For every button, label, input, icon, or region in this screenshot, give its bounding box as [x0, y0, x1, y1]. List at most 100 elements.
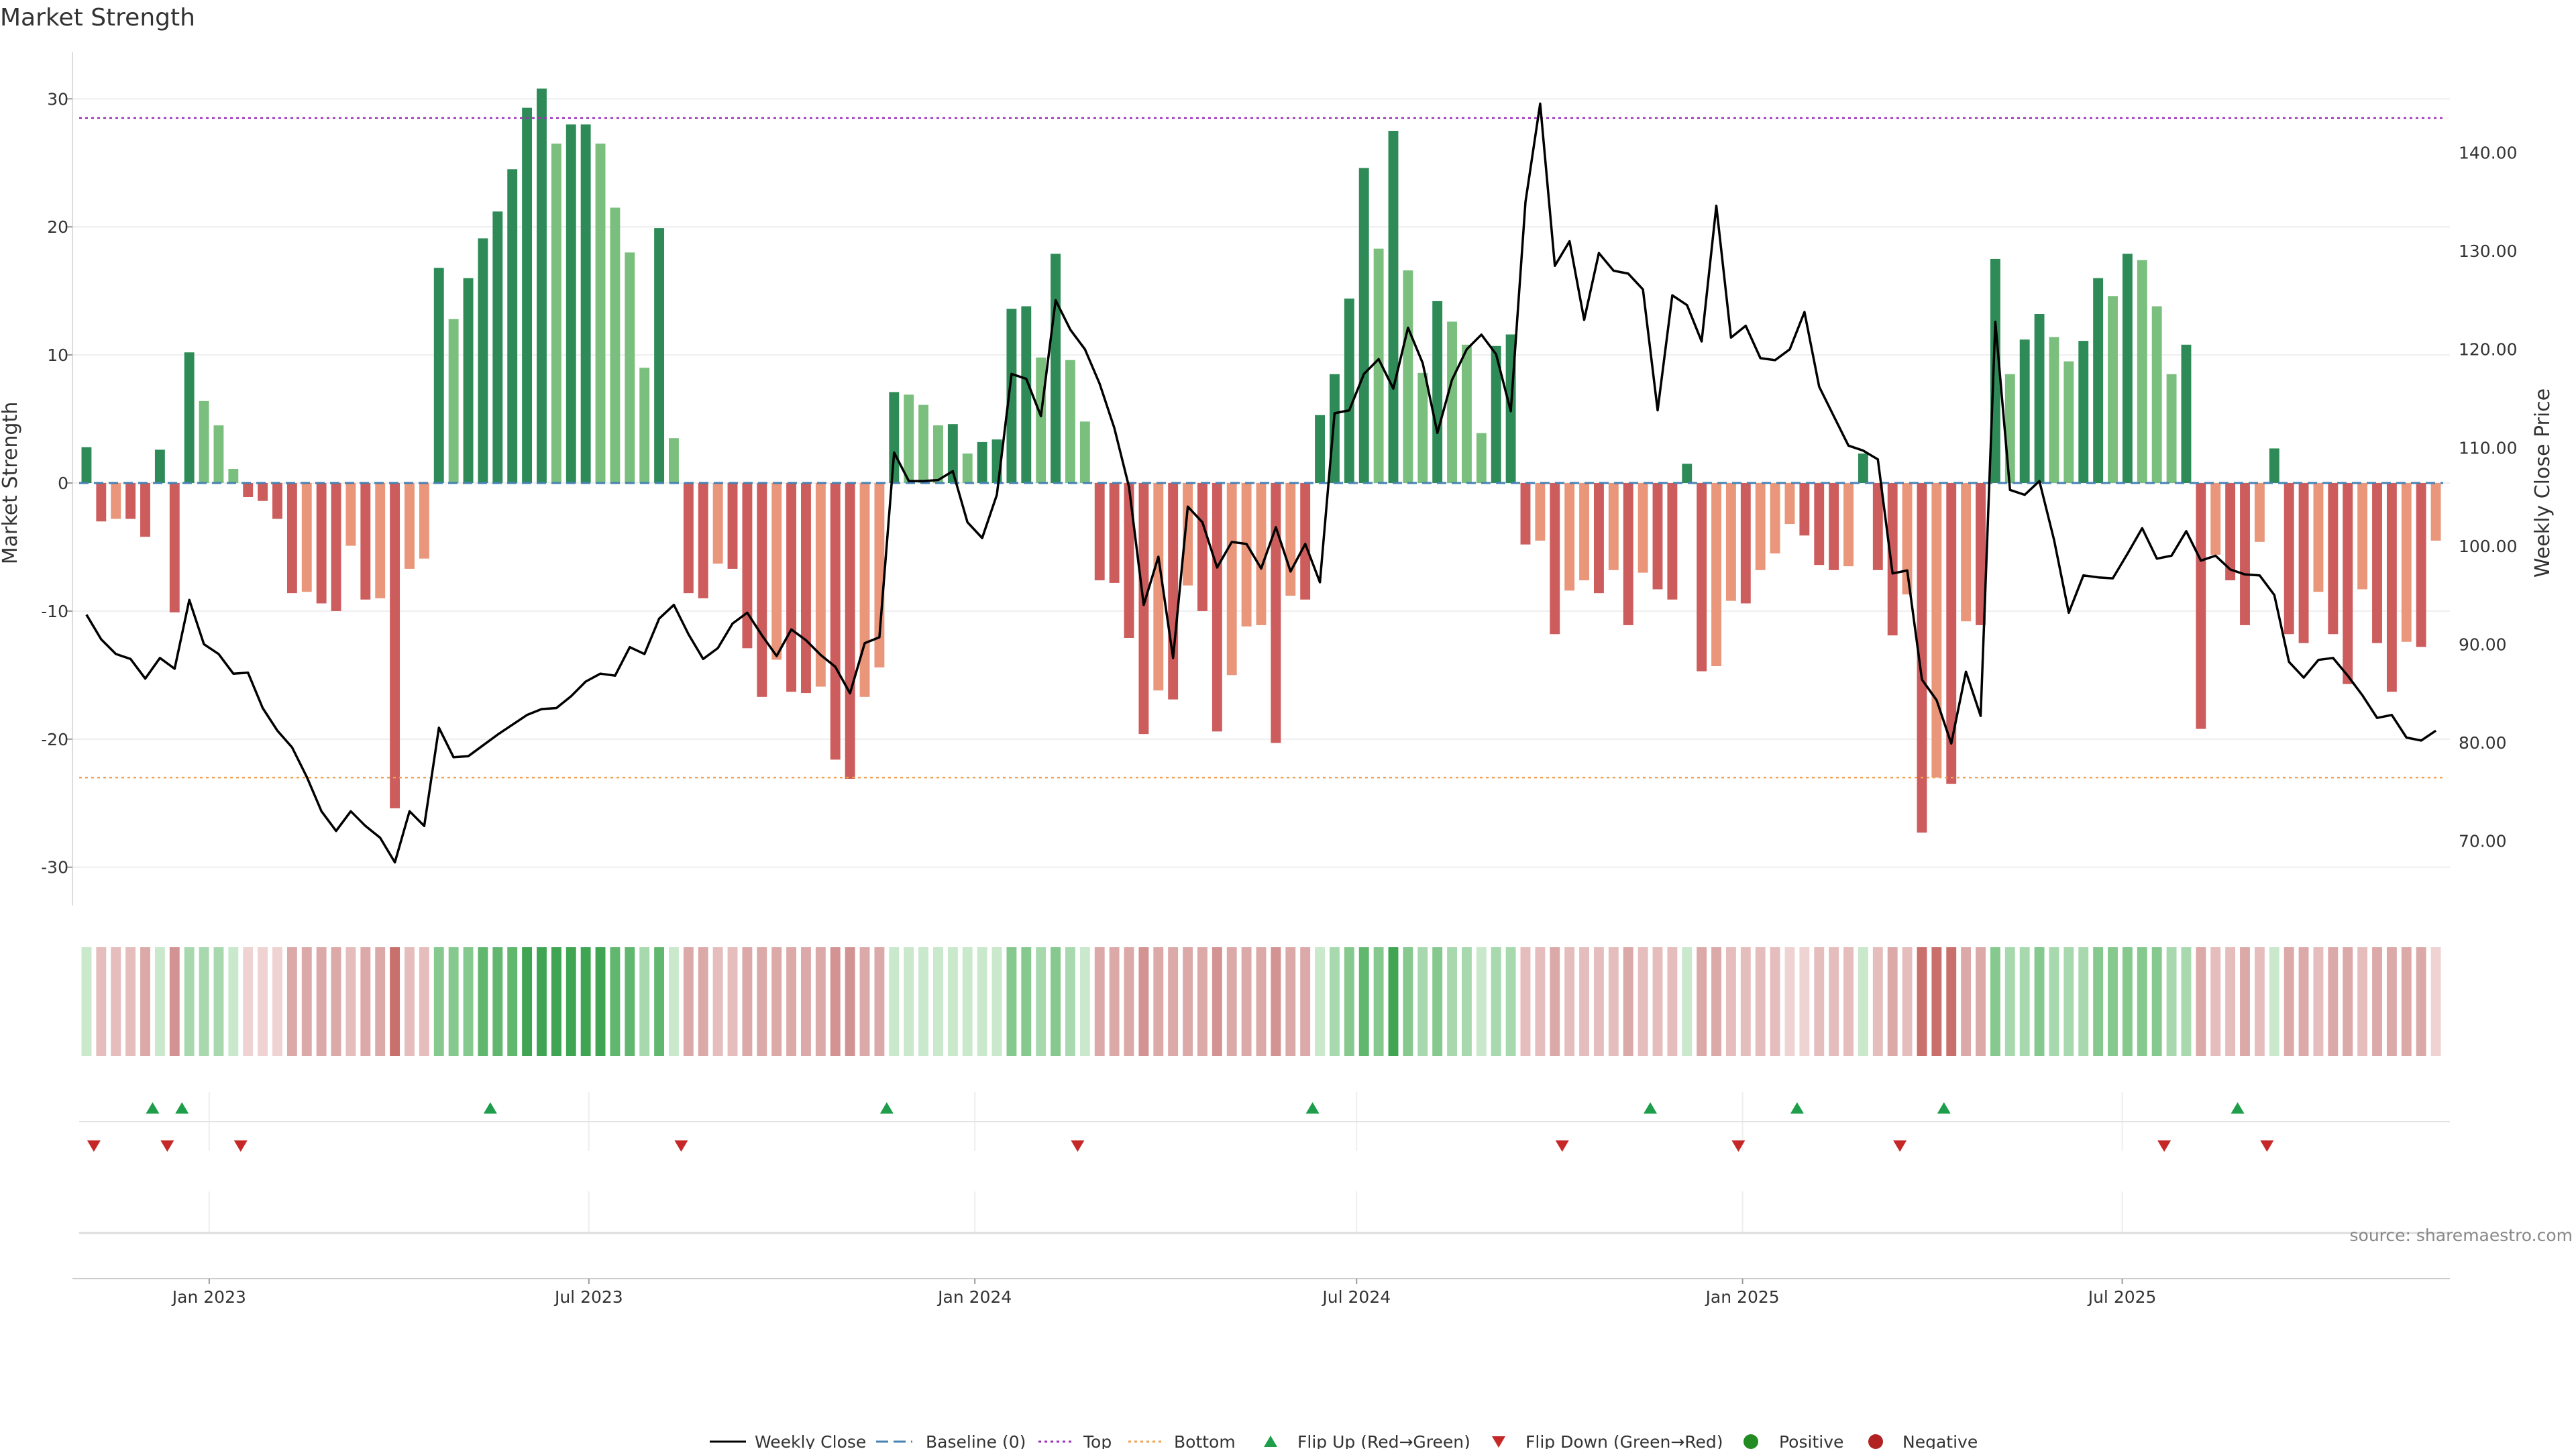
strength-bar [2166, 374, 2177, 483]
heatmap-cell [1476, 947, 1487, 1056]
strength-bar [1021, 306, 1032, 483]
chart-title: Market Strength [0, 4, 195, 32]
x-tick-label: Jul 2023 [553, 1287, 623, 1307]
heatmap-cell [2386, 947, 2397, 1056]
heatmap-cell [1344, 947, 1354, 1056]
strength-bar [2049, 337, 2059, 483]
heatmap-cell [1755, 947, 1766, 1056]
heatmap-cell [595, 947, 606, 1056]
heatmap-cell [566, 947, 576, 1056]
heatmap-cell [2328, 947, 2339, 1056]
strength-bar [815, 483, 826, 687]
strength-bar [286, 483, 297, 594]
heatmap-cell [375, 947, 386, 1056]
heatmap-cell [1403, 947, 1413, 1056]
heatmap-cell [757, 947, 767, 1056]
heatmap-cell [2093, 947, 2104, 1056]
strength-bars [81, 89, 2441, 833]
heatmap-cell [1138, 947, 1149, 1056]
strength-bar [537, 89, 547, 483]
heatmap-cell [301, 947, 312, 1056]
heatmap-cell [625, 947, 635, 1056]
strength-bar [1124, 483, 1134, 638]
heatmap-cell [1006, 947, 1017, 1056]
left-tick-label: -20 [41, 730, 68, 749]
heatmap-cell [1271, 947, 1281, 1056]
heatmap-cell [1124, 947, 1134, 1056]
strength-bar [2019, 339, 2030, 483]
heatmap-cell [2063, 947, 2074, 1056]
strength-bar [1579, 483, 1589, 581]
strength-bar [742, 483, 753, 649]
legend-flip-up: Flip Up (Red→Green) [1297, 1432, 1470, 1449]
legend-bottom: Bottom [1174, 1432, 1236, 1449]
heatmap-cell [316, 947, 327, 1056]
heatmap-cell [801, 947, 811, 1056]
heatmap-cell [1682, 947, 1693, 1056]
strength-bar [1550, 483, 1560, 635]
strength-bar [1976, 483, 1986, 625]
strength-bar [1740, 483, 1751, 604]
x-tick-label: Jan 2023 [171, 1287, 246, 1307]
strength-bar [1623, 483, 1633, 625]
strength-bar [1109, 483, 1120, 583]
heatmap-cell [2343, 947, 2353, 1056]
strength-bar [1051, 254, 1061, 483]
strength-bar [1858, 453, 1868, 483]
strength-bar [2416, 483, 2426, 647]
heatmap-cell [654, 947, 665, 1056]
heatmap-cell [1872, 947, 1883, 1056]
flip-up-marker [1790, 1102, 1804, 1114]
flip-down-marker [1071, 1140, 1085, 1152]
strength-bar [433, 268, 444, 483]
heatmap-cell [1697, 947, 1707, 1056]
heatmap-cell [2372, 947, 2382, 1056]
strength-bar [757, 483, 767, 697]
legend-flip-down: Flip Down (Green→Red) [1525, 1432, 1723, 1449]
strength-bar [2093, 278, 2104, 483]
heatmap-cell [272, 947, 282, 1056]
heatmap-cell [2269, 947, 2279, 1056]
heatmap-cell [1432, 947, 1443, 1056]
heatmap-cell [1976, 947, 1986, 1056]
strength-bar [727, 483, 738, 569]
strength-bar [463, 278, 474, 483]
right-axis-label: Weekly Close Price [2531, 388, 2555, 578]
strength-bar [2254, 483, 2265, 542]
heatmap-cell [1300, 947, 1311, 1056]
heatmap-cell [991, 947, 1002, 1056]
heatmap-cell [2196, 947, 2206, 1056]
strength-bar [1006, 309, 1017, 483]
heatmap-cell [1770, 947, 1780, 1056]
strength-bar [1358, 168, 1369, 483]
strength-bar [1917, 483, 1927, 833]
heatmap-cell [786, 947, 797, 1056]
heatmap-cell [243, 947, 254, 1056]
strength-bar [1256, 483, 1267, 625]
strength-bar [1697, 483, 1707, 672]
strength-bar [1520, 483, 1531, 545]
strength-bar [639, 368, 650, 483]
strength-bar [1667, 483, 1678, 600]
strength-bar [2225, 483, 2236, 581]
heatmap-cell [463, 947, 474, 1056]
heatmap-cell [977, 947, 987, 1056]
strength-bar [2269, 448, 2279, 483]
strength-bar [2078, 341, 2089, 483]
x-axis-ticks: Jan 2023 Jul 2023 Jan 2024 Jul 2024 Jan 2025… [171, 1279, 2156, 1307]
strength-bar [2298, 483, 2309, 643]
heatmap-cell [1535, 947, 1546, 1056]
heatmap-cell [492, 947, 503, 1056]
heatmap-cell [771, 947, 782, 1056]
heatmap-cell [1447, 947, 1457, 1056]
heatmap-cell [1505, 947, 1516, 1056]
flip-down-marker [160, 1140, 174, 1152]
heatmap-cell [2049, 947, 2059, 1056]
heatmap-cell [2430, 947, 2441, 1056]
heatmap-cell [610, 947, 621, 1056]
flip-markers [87, 1102, 2274, 1152]
strength-bar [1373, 248, 1384, 483]
strength-bar [258, 483, 268, 501]
flip-down-marker [2157, 1140, 2171, 1152]
strength-bar [1829, 483, 1839, 570]
